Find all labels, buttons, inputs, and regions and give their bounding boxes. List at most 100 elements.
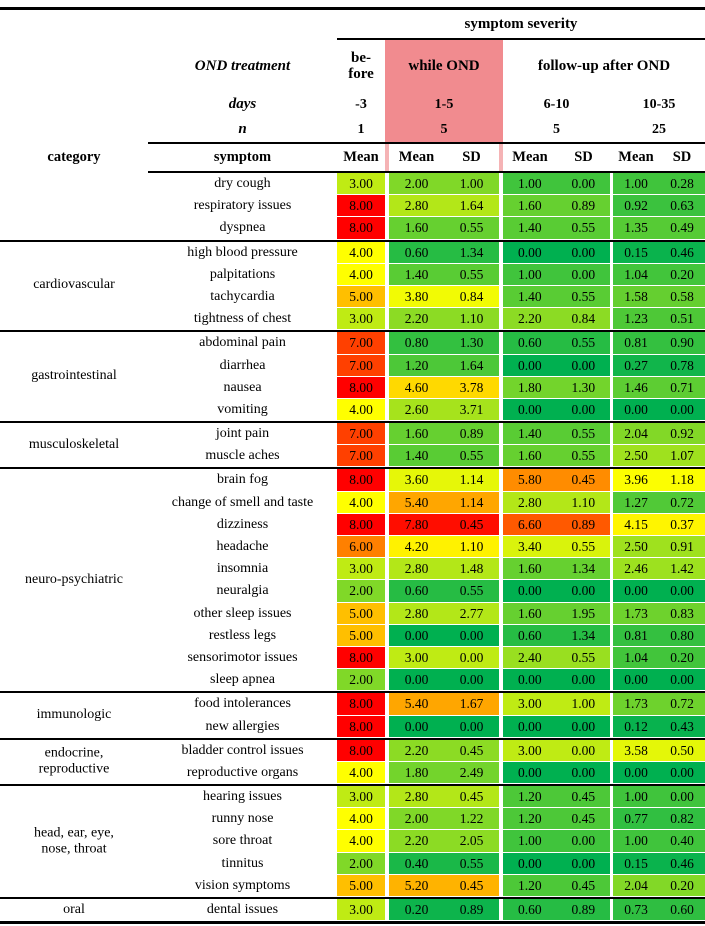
- sd-value: 0.55: [459, 220, 484, 236]
- before-mean-cell: 5.00: [337, 602, 385, 624]
- mean-value: 1.20: [517, 789, 542, 805]
- sd-value: 0.84: [571, 311, 596, 327]
- sd-value: 1.00: [459, 176, 484, 191]
- mean-value: 0.20: [404, 902, 429, 917]
- sd-value: 0.55: [571, 426, 596, 442]
- mean-value: 1.00: [517, 833, 542, 849]
- symptom-row: dental issues 3.00 0.20 0.89 0.60 0.89 0.73 0.6…: [0, 899, 705, 921]
- mean-value: 3.00: [404, 649, 429, 665]
- sd-value: 3.78: [459, 379, 484, 395]
- symptom-row: vomiting 4.00 2.60 3.71 0.00 0.00 0.00 0.00: [0, 398, 705, 421]
- while-ond-cells: 4.60 3.78: [389, 376, 499, 398]
- followup-6-10-cells: 0.00 0.00: [503, 669, 610, 691]
- followup-6-10-cells: 0.00 0.00: [503, 398, 610, 421]
- before-phase-label: be- fore: [348, 49, 374, 83]
- sd-value: 0.00: [571, 742, 596, 758]
- sd-value: 0.63: [670, 198, 694, 214]
- column-divider: [499, 144, 503, 171]
- mean-header: Mean: [343, 149, 379, 165]
- mean-value: 1.04: [624, 266, 648, 282]
- mean-value: 0.92: [624, 198, 648, 214]
- mean-value: 2.04: [624, 877, 648, 893]
- sd-value: 1.34: [571, 627, 596, 643]
- symptom-row: nausea 8.00 4.60 3.78 1.80 1.30 1.46 0.71: [0, 376, 705, 398]
- mean-value: 5.80: [517, 472, 542, 488]
- followup-10-35-cells: 0.92 0.63: [613, 195, 705, 217]
- while-ond-cells: 2.20 0.45: [389, 739, 499, 761]
- mean-value: 7.80: [404, 516, 429, 532]
- followup-10-35-cells: 1.04 0.20: [613, 646, 705, 669]
- mean-value: 5.20: [404, 877, 429, 893]
- mean-value: 0.00: [517, 764, 542, 780]
- category-group: cardiovascular high blood pressure 4.00 0.6…: [0, 239, 705, 330]
- followup-10-35-cells: 3.96 1.18: [613, 469, 705, 491]
- mean-value: 0.60: [404, 244, 429, 260]
- sd-value: 0.45: [571, 811, 596, 827]
- symptom-name: tinnitus: [221, 855, 264, 871]
- sd-value: 0.55: [571, 220, 596, 236]
- sd-value: 0.00: [571, 764, 596, 780]
- sd-value: 1.22: [459, 811, 484, 827]
- category-label: immunologic: [36, 707, 112, 723]
- sd-value: 0.60: [670, 902, 694, 917]
- followup-6-10-cells: 1.40 0.55: [503, 423, 610, 445]
- mean-value: 2.80: [404, 605, 429, 621]
- while-ond-cells: 1.60 0.89: [389, 423, 499, 445]
- sd-value: 0.89: [571, 902, 596, 917]
- sd-value: 0.91: [670, 539, 694, 554]
- symptom-name: joint pain: [215, 426, 270, 442]
- sd-value: 0.45: [459, 877, 484, 893]
- mean-value: 0.40: [404, 855, 429, 871]
- mean-value: 1.40: [517, 426, 542, 442]
- followup-10-35-cells: 0.77 0.82: [613, 808, 705, 830]
- while-ond-cells: 0.60 1.34: [389, 241, 499, 263]
- sd-value: 1.14: [459, 494, 484, 510]
- followup-10-35-cells: 3.58 0.50: [613, 739, 705, 761]
- mean-value: 4.15: [624, 516, 648, 532]
- followup-6-10-cells: 1.80 1.30: [503, 376, 610, 398]
- mean-value: 1.60: [404, 426, 429, 442]
- followup-6-10-cells: 6.60 0.89: [503, 513, 610, 536]
- before-mean-cell: 3.00: [337, 308, 385, 330]
- mean-value: 2.04: [624, 426, 648, 442]
- category-group: head, ear, eye, nose, throat hearing issu…: [0, 784, 705, 897]
- before-mean-cell: 4.00: [337, 761, 385, 784]
- sd-value: 0.20: [670, 877, 694, 893]
- while-ond-cells: 1.20 1.64: [389, 354, 499, 376]
- sd-value: 0.28: [670, 176, 694, 191]
- mean-value: 1.27: [624, 494, 648, 510]
- followup-10-35-cells: 0.00 0.00: [613, 669, 705, 691]
- symptom-row: sleep apnea 2.00 0.00 0.00 0.00 0.00 0.00 0.00: [0, 669, 705, 691]
- header-divider-top: [148, 142, 705, 144]
- mean-value: 0.81: [624, 335, 648, 351]
- sd-value: 0.00: [670, 789, 694, 805]
- while-ond-cells: 0.00 0.00: [389, 669, 499, 691]
- followup-6-10-cells: 3.40 0.55: [503, 536, 610, 558]
- while-phase-label: while OND: [408, 57, 480, 74]
- symptom-name: change of smell and taste: [171, 494, 314, 510]
- sd-value: 0.55: [459, 583, 484, 599]
- before-mean-cell: 8.00: [337, 469, 385, 491]
- sd-value: 0.50: [670, 742, 694, 758]
- while-ond-cells: 5.20 0.45: [389, 874, 499, 897]
- before-mean-cell: 3.00: [337, 173, 385, 195]
- followup-10-35-cells: 0.73 0.60: [613, 899, 705, 921]
- followup-10-35-cells: 1.73 0.72: [613, 693, 705, 715]
- mean-value: 0.77: [624, 811, 648, 827]
- symptom-row: bladder control issues 8.00 2.20 0.45 3.00 0.…: [0, 739, 705, 761]
- sd-value: 0.80: [670, 627, 694, 643]
- category-label: oral: [63, 901, 85, 917]
- sd-value: 0.83: [670, 605, 694, 621]
- symptom-row: dizziness 8.00 7.80 0.45 6.60 0.89 4.15 0.37: [0, 513, 705, 536]
- followup-6-10-cells: 3.00 1.00: [503, 693, 610, 715]
- mean-value: 0.00: [517, 855, 542, 871]
- before-mean-cell: 3.00: [337, 786, 385, 808]
- mean-value: 2.20: [404, 311, 429, 327]
- days-before: -3: [355, 96, 367, 112]
- sd-value: 0.00: [571, 266, 596, 282]
- sd-value: 1.14: [459, 472, 484, 488]
- mean-value: 0.00: [517, 401, 542, 417]
- followup-phase-label: follow-up after OND: [537, 57, 671, 74]
- followup-10-35-cells: 1.00 0.40: [613, 830, 705, 852]
- mean-value: 1.40: [517, 220, 542, 236]
